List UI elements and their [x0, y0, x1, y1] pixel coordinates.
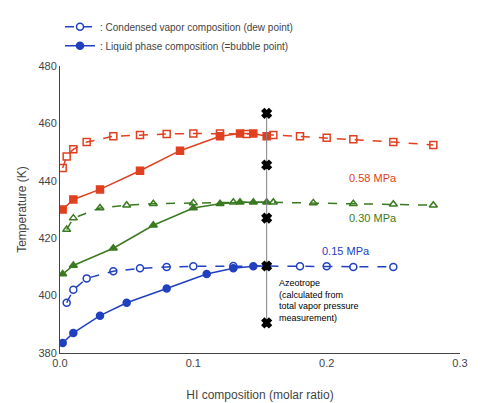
- svg-text:400: 400: [38, 289, 56, 301]
- svg-text:Temperature (K): Temperature (K): [15, 166, 29, 253]
- svg-text:: Liquid phase composition (=b: : Liquid phase composition (=bubble poin…: [100, 41, 288, 52]
- svg-text:0.30 MPa: 0.30 MPa: [349, 212, 397, 224]
- svg-text:480: 480: [38, 60, 56, 72]
- svg-text:460: 460: [38, 117, 56, 129]
- svg-text:0.58 MPa: 0.58 MPa: [349, 172, 397, 184]
- svg-text:0.15 MPa: 0.15 MPa: [322, 245, 370, 257]
- svg-text:0.1: 0.1: [186, 357, 201, 369]
- svg-text:420: 420: [38, 232, 56, 244]
- svg-text:HI composition (molar ratio): HI composition (molar ratio): [186, 388, 333, 402]
- svg-text:380: 380: [38, 347, 56, 359]
- svg-text:0.2: 0.2: [319, 357, 334, 369]
- svg-text:0.3: 0.3: [452, 357, 467, 369]
- svg-text:: Condensed vapor composition: : Condensed vapor composition (dew point…: [100, 22, 293, 33]
- svg-text:440: 440: [38, 175, 56, 187]
- svg-text:0.0: 0.0: [52, 357, 67, 369]
- svg-text:Azeotrope(calculated fromtotal: Azeotrope(calculated fromtotal vapor pre…: [279, 278, 359, 323]
